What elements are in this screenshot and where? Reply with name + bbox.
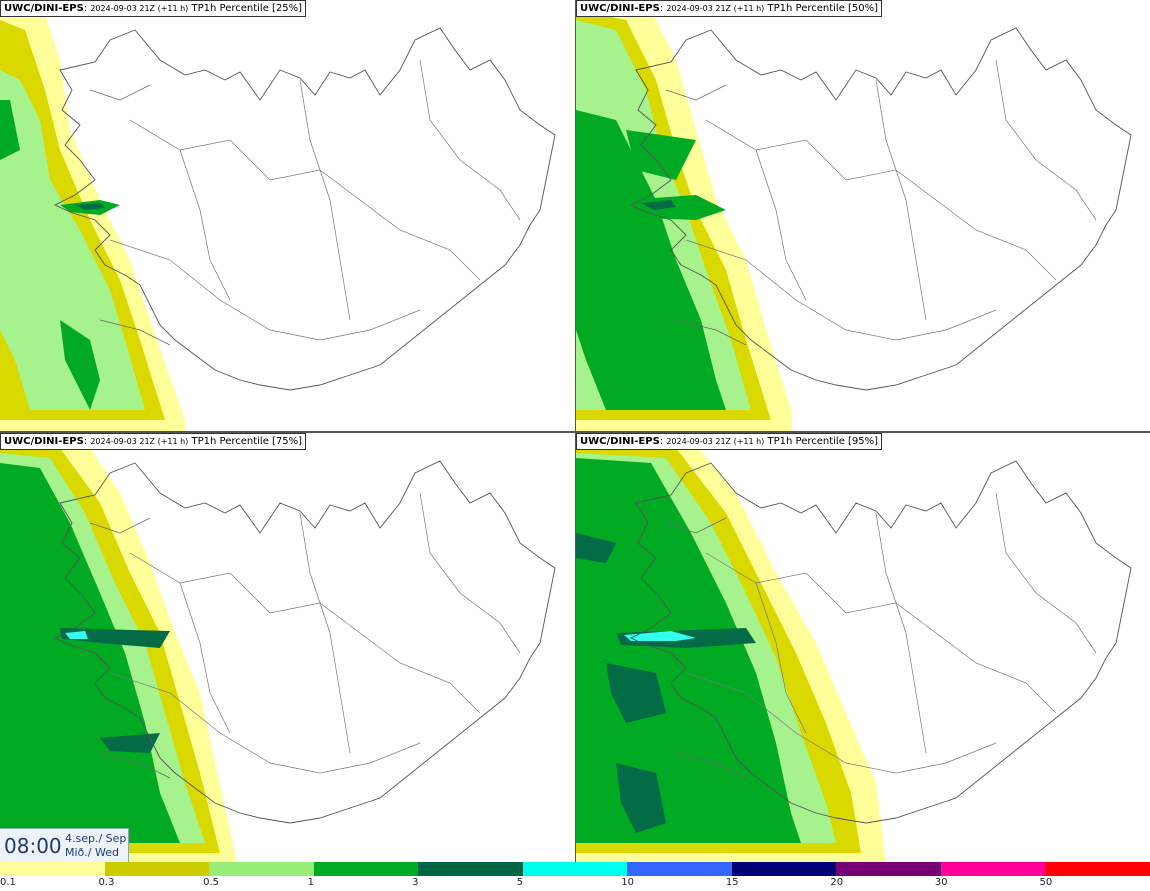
- precip-map: [576, 0, 1132, 431]
- map-panel-95: UWC/DINI-EPS: 2024-09-03 21Z (+11 h) TP1…: [576, 433, 1150, 864]
- legend-label: 50: [1039, 877, 1053, 888]
- panel-title: UWC/DINI-EPS: 2024-09-03 21Z (+11 h) TP1…: [0, 433, 307, 450]
- model-name: UWC/DINI-EPS: [4, 436, 84, 447]
- legend-swatch: [627, 862, 733, 876]
- legend-swatch: [731, 862, 837, 876]
- map-panel-50: UWC/DINI-EPS: 2024-09-03 21Z (+11 h) TP1…: [576, 0, 1150, 431]
- model-name: UWC/DINI-EPS: [580, 3, 660, 14]
- panel-title: UWC/DINI-EPS: 2024-09-03 21Z (+11 h) TP1…: [576, 433, 883, 450]
- field-name: TP1h Percentile [95%]: [767, 436, 879, 447]
- run-time: 2024-09-03 21Z (+11 h): [666, 437, 765, 446]
- legend-label: 10: [621, 877, 634, 888]
- model-name: UWC/DINI-EPS: [580, 436, 660, 447]
- valid-date: 4.sep./ Sep Mið./ Wed: [65, 832, 126, 860]
- panel-title: UWC/DINI-EPS: 2024-09-03 21Z (+11 h) TP1…: [576, 0, 883, 17]
- legend-swatch: [1045, 862, 1150, 876]
- color-legend: 0.1 0.3 0.5 1 3 5 10 15 20 30 50: [0, 862, 1150, 891]
- precip-map: [0, 433, 556, 864]
- valid-time: 08:00: [4, 834, 62, 858]
- run-time: 2024-09-03 21Z (+11 h): [666, 4, 765, 13]
- run-time: 2024-09-03 21Z (+11 h): [90, 4, 189, 13]
- legend-label: 30: [934, 877, 948, 888]
- legend-label: 20: [830, 877, 844, 888]
- legend-label: 5: [516, 877, 524, 888]
- legend-label: 0.1: [0, 877, 16, 888]
- map-panel-25: UWC/DINI-EPS: 2024-09-03 21Z (+11 h) TP1…: [0, 0, 575, 431]
- legend-label: 0.5: [203, 877, 219, 888]
- legend-swatch: [104, 862, 210, 876]
- legend-swatch: [940, 862, 1046, 876]
- legend-swatch: [418, 862, 524, 876]
- model-name: UWC/DINI-EPS: [4, 3, 84, 14]
- legend-swatch: [0, 862, 106, 876]
- run-time: 2024-09-03 21Z (+11 h): [90, 437, 189, 446]
- map-panel-75: UWC/DINI-EPS: 2024-09-03 21Z (+11 h) TP1…: [0, 433, 575, 864]
- panel-divider-horizontal: [0, 431, 1150, 433]
- legend-label: 1: [307, 877, 314, 888]
- field-name: TP1h Percentile [25%]: [191, 3, 303, 14]
- field-name: TP1h Percentile [50%]: [767, 3, 879, 14]
- legend-label: 0.3: [98, 877, 115, 888]
- panel-title: UWC/DINI-EPS: 2024-09-03 21Z (+11 h) TP1…: [0, 0, 307, 17]
- precip-map: [576, 433, 1132, 864]
- field-name: TP1h Percentile [75%]: [191, 436, 303, 447]
- legend-swatch: [313, 862, 419, 876]
- legend-swatch: [522, 862, 628, 876]
- legend-swatch: [836, 862, 942, 876]
- valid-time-box: 08:00 4.sep./ Sep Mið./ Wed: [0, 828, 129, 863]
- legend-label: 15: [725, 877, 739, 888]
- valid-day-label: Mið./ Wed: [65, 846, 119, 859]
- legend-swatch: [209, 862, 315, 876]
- precip-map: [0, 0, 556, 431]
- valid-date-label: 4.sep./ Sep: [65, 832, 127, 845]
- legend-label: 3: [412, 877, 419, 888]
